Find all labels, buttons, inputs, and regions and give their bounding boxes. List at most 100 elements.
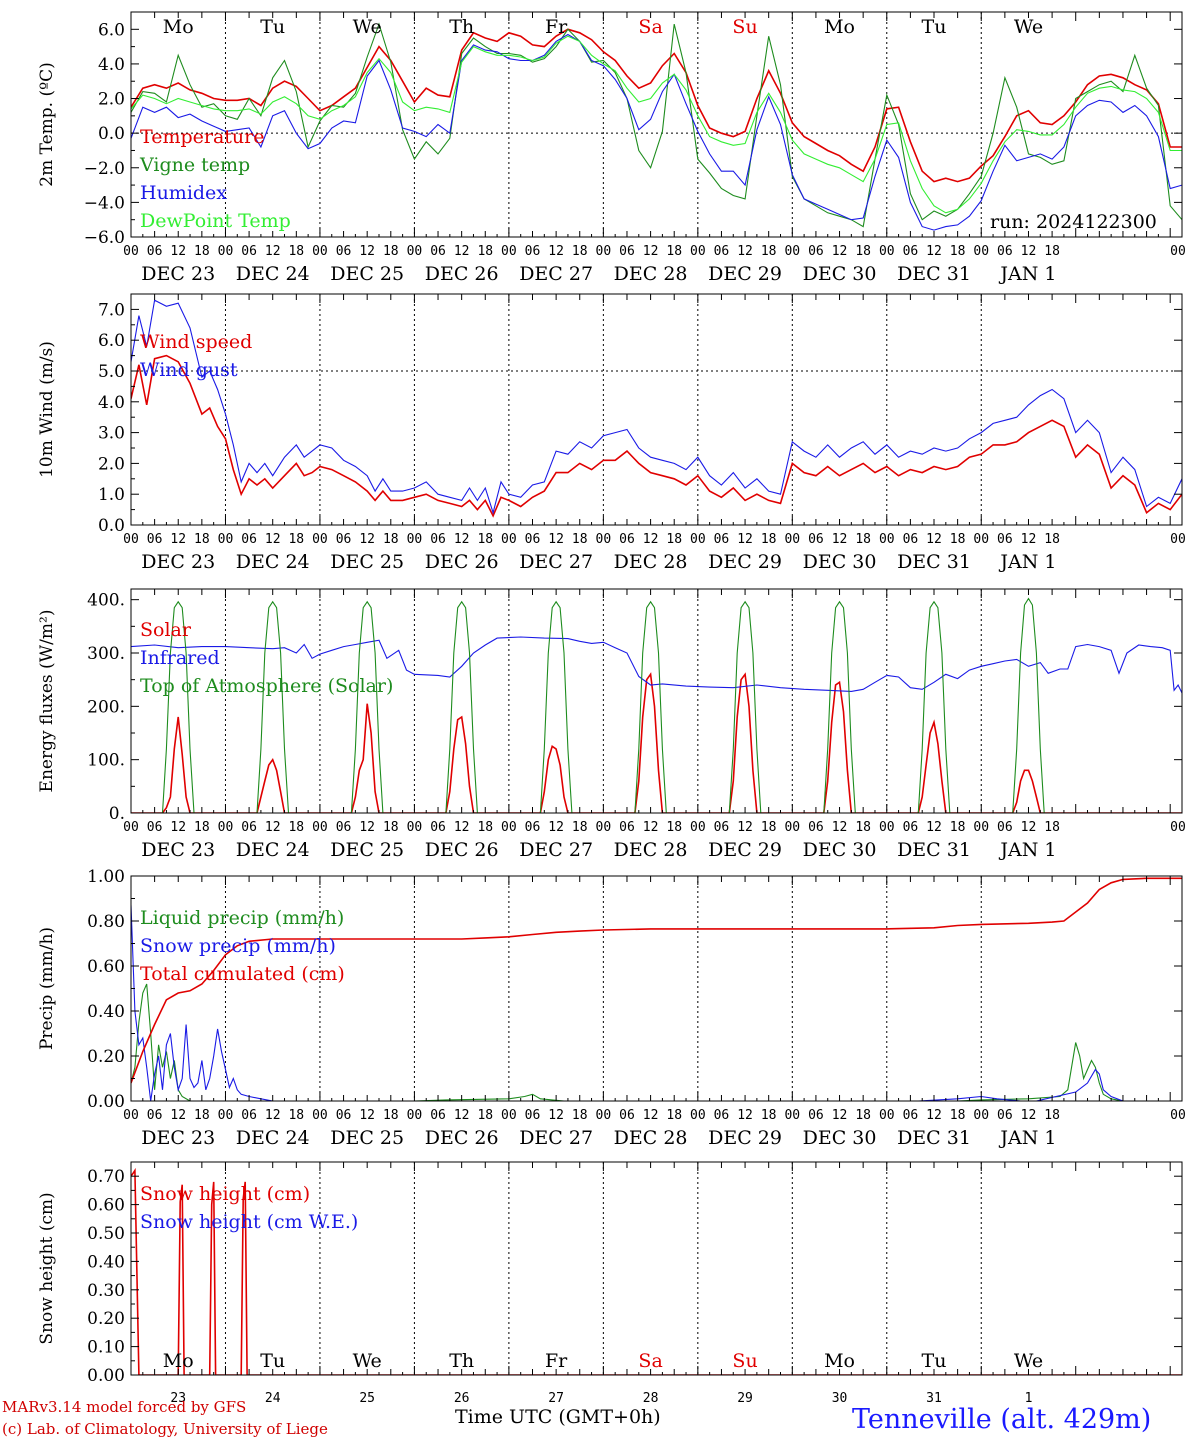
x-day-number: 28	[643, 1391, 659, 1406]
x-hour-label: 18	[383, 820, 399, 835]
legend-entry: Solar	[140, 619, 192, 641]
x-hour-label: 18	[950, 532, 966, 547]
x-hour-label: 00	[312, 820, 328, 835]
x-date-label: DEC 27	[519, 263, 593, 285]
x-hour-label: 06	[997, 1108, 1013, 1123]
x-hour-label: 06	[808, 820, 824, 835]
x-hour-label: 18	[288, 820, 304, 835]
x-hour-label: 18	[383, 532, 399, 547]
series-line-3-2	[131, 636, 1182, 694]
x-date-label: DEC 26	[425, 263, 499, 285]
x-hour-label: 12	[265, 244, 281, 259]
x-hour-label: 18	[1044, 1108, 1060, 1123]
y-tick-label: 0.0	[98, 516, 125, 536]
x-hour-label: 18	[477, 1108, 493, 1123]
series-line-1-3	[131, 33, 1182, 231]
x-hour-label: 12	[643, 820, 659, 835]
x-date-label: DEC 23	[141, 839, 215, 861]
series-line-2-2	[131, 299, 1182, 515]
x-date-label: DEC 24	[236, 551, 310, 573]
x-hour-label: 12	[926, 820, 942, 835]
x-hour-label: 18	[1044, 532, 1060, 547]
x-hour-label: 00	[596, 244, 612, 259]
x-hour-label: 00	[784, 532, 800, 547]
legend-entry: Top of Atmosphere (Solar)	[140, 675, 393, 697]
x-hour-label: 12	[265, 820, 281, 835]
x-date-label: DEC 29	[708, 263, 782, 285]
series-group	[131, 22, 1182, 231]
y-tick-label: 0.30	[87, 1281, 125, 1301]
x-hour-label: 00	[879, 1108, 895, 1123]
panel-4: 0.00 0.20 0.40 0.60 0.80 1.00 Precip (mm/h) 00 0…	[37, 867, 1186, 1149]
x-hour-label: 12	[1021, 532, 1037, 547]
x-day-number: 31	[926, 1391, 942, 1406]
y-tick-label: 100.	[87, 751, 125, 771]
x-hour-label: 06	[147, 820, 163, 835]
x-hour-label: 06	[430, 1108, 446, 1123]
x-hour-label: 18	[666, 1108, 682, 1123]
x-hour-label: 18	[477, 532, 493, 547]
y-tick-label: 300.	[87, 644, 125, 664]
day-of-week-label: Sa	[638, 16, 662, 38]
x-date-label: JAN 1	[998, 263, 1056, 285]
x-date-label: DEC 23	[141, 1127, 215, 1149]
footer-lab: (c) Lab. of Climatology, University of L…	[2, 1420, 328, 1438]
x-hour-label: 18	[383, 1108, 399, 1123]
series-line-4-2	[131, 905, 1182, 1101]
x-date-label: DEC 25	[330, 551, 404, 573]
day-of-week-label: Mo	[824, 16, 855, 38]
x-hour-label: 06	[903, 244, 919, 259]
x-hour-label: 12	[359, 820, 375, 835]
x-hour-label: 12	[1021, 244, 1037, 259]
x-hour-label: 00	[1170, 820, 1186, 835]
x-hour-label: 06	[336, 532, 352, 547]
day-of-week-label: Tu	[922, 16, 947, 38]
footer-model: MARv3.14 model forced by GFS	[2, 1398, 246, 1416]
x-hour-label: 06	[336, 244, 352, 259]
plot-frame	[130, 11, 1183, 238]
y-tick-label: 0.10	[87, 1338, 125, 1358]
y-tick-label: 0.40	[87, 1002, 125, 1022]
x-hour-label: 06	[619, 820, 635, 835]
x-hour-label: 18	[288, 244, 304, 259]
x-hour-label: 00	[218, 532, 234, 547]
day-of-week-label: Fr	[545, 1350, 568, 1372]
legend-entry: Vigne temp	[139, 154, 250, 176]
x-hour-label: 00	[407, 244, 423, 259]
x-hour-label: 06	[619, 244, 635, 259]
day-of-week-label: Tu	[260, 1350, 285, 1372]
panel-2: 0.0 1.0 2.0 3.0 4.0 5.0 6.0 7.0 10m Wind (m/s) 00…	[37, 293, 1186, 573]
x-hour-label: 00	[1170, 244, 1186, 259]
x-date-label: DEC 29	[708, 1127, 782, 1149]
x-hour-label: 12	[926, 244, 942, 259]
x-hour-label: 12	[170, 244, 186, 259]
y-tick-label: −2.0	[84, 159, 125, 179]
x-hour-label: 06	[525, 532, 541, 547]
x-hour-label: 00	[690, 820, 706, 835]
x-hour-label: 06	[997, 532, 1013, 547]
x-date-label: DEC 29	[708, 839, 782, 861]
x-hour-label: 18	[950, 244, 966, 259]
x-hour-label: 12	[454, 1108, 470, 1123]
x-hour-label: 00	[1170, 1108, 1186, 1123]
y-tick-label: 2.0	[98, 90, 125, 110]
x-day-number: 25	[359, 1391, 375, 1406]
panel-3: 0. 100. 200. 300. 400. Energy fluxes (W/m²) 00…	[37, 588, 1186, 861]
day-of-week-label: Sa	[638, 1350, 662, 1372]
x-day-number: 1	[1025, 1391, 1033, 1406]
day-of-week-label: Mo	[824, 1350, 855, 1372]
x-hour-label: 06	[241, 244, 257, 259]
y-tick-label: 0.20	[87, 1047, 125, 1067]
day-of-week-label: Mo	[163, 16, 194, 38]
x-hour-label: 00	[407, 1108, 423, 1123]
y-tick-label: 200.	[87, 697, 125, 717]
x-hour-label: 00	[501, 820, 517, 835]
x-hour-label: 06	[147, 532, 163, 547]
series-line-2-1	[131, 354, 1182, 518]
x-date-label: DEC 28	[614, 1127, 688, 1149]
station-name: Tenneville (alt. 429m)	[852, 1404, 1151, 1435]
legend-entry: Infrared	[140, 647, 220, 669]
x-hour-label: 18	[477, 820, 493, 835]
x-day-number: 24	[265, 1391, 281, 1406]
x-hour-label: 18	[288, 532, 304, 547]
